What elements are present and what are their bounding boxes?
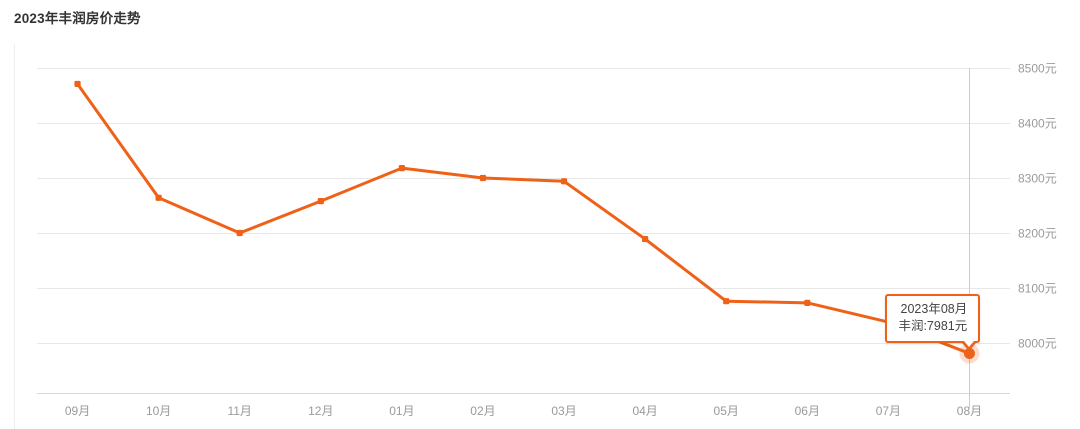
axis-pointer-line [969, 68, 971, 408]
gridline [37, 68, 1010, 69]
x-axis-tick-label: 02月 [470, 404, 496, 418]
y-axis-tick-label: 8500元 [1018, 61, 1057, 76]
y-axis-tick-label: 8400元 [1018, 116, 1057, 131]
x-axis-tick-label: 06月 [794, 404, 820, 418]
tooltip-arrow [962, 343, 977, 352]
left-border-rule [14, 44, 15, 429]
x-axis-tick-label: 12月 [308, 404, 334, 418]
plot-area [37, 68, 1010, 393]
x-axis-line [37, 393, 1010, 394]
x-axis-tick-label: 07月 [875, 404, 902, 418]
x-axis-tick-label: 08月 [956, 404, 983, 418]
tooltip-value: 丰润:7981元 [898, 319, 968, 334]
tooltip-arrow-fill [964, 341, 975, 348]
gridline [37, 343, 1010, 344]
x-axis-tick-label: 09月 [64, 404, 91, 418]
gridline [37, 233, 1010, 234]
tooltip: 2023年08月 丰润:7981元 [885, 294, 981, 344]
x-axis-tick-label: 03月 [551, 404, 577, 418]
x-axis-tick-label: 10月 [145, 404, 172, 418]
chart-title: 2023年丰润房价走势 [14, 11, 141, 26]
x-axis-tick-label: 05月 [713, 404, 739, 418]
gridline [37, 288, 1010, 289]
x-axis-tick-label: 11月 [227, 404, 252, 418]
gridline [37, 123, 1010, 124]
x-axis-tick-label: 04月 [632, 404, 658, 418]
y-axis-tick-label: 8100元 [1018, 281, 1057, 296]
y-axis-tick-label: 8300元 [1018, 171, 1057, 186]
tooltip-date: 2023年08月 [900, 302, 968, 317]
y-axis-tick-label: 8000元 [1018, 336, 1057, 351]
gridline [37, 178, 1010, 179]
y-axis-tick-label: 8200元 [1018, 226, 1057, 241]
x-axis-tick-label: 01月 [389, 404, 415, 418]
